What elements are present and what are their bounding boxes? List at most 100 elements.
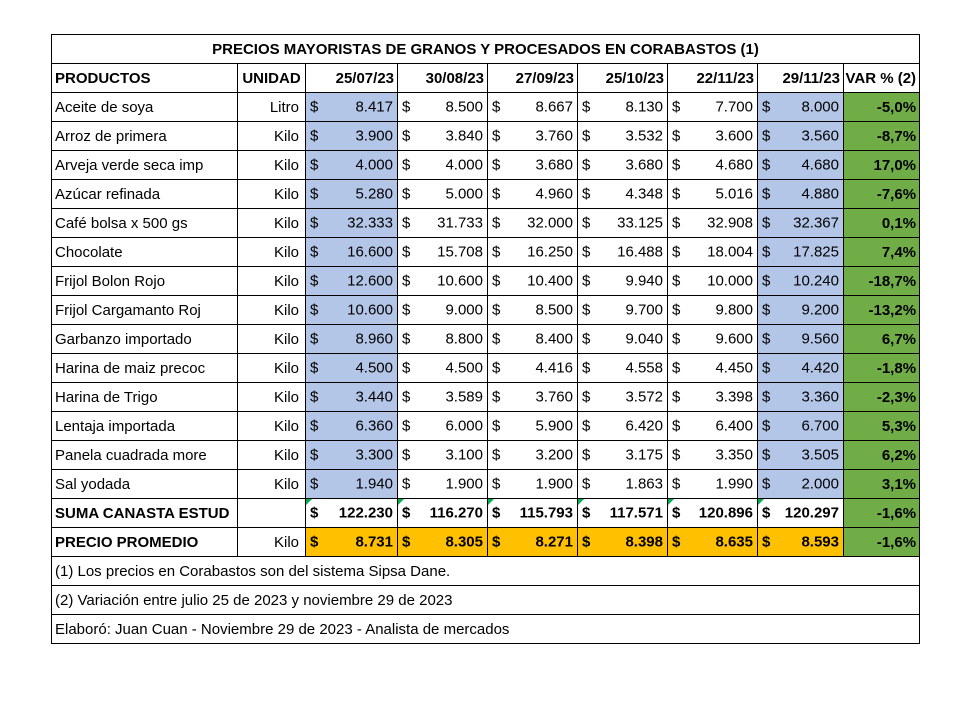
cell-marker-icon bbox=[398, 499, 404, 505]
price-value: 4.348 bbox=[625, 185, 663, 203]
table-row: Frijol Cargamanto Roj Kilo $10.600 $9.000 $8… bbox=[51, 295, 921, 325]
price-value: 3.200 bbox=[535, 446, 573, 464]
variation-cell: 5,3% bbox=[842, 411, 921, 441]
price-value: 4.416 bbox=[535, 359, 573, 377]
price-cell: $7.700 bbox=[667, 92, 758, 122]
price-value: 3.360 bbox=[801, 388, 839, 406]
price-cell: $1.900 bbox=[487, 469, 578, 499]
currency-symbol: $ bbox=[582, 272, 591, 290]
currency-symbol: $ bbox=[762, 388, 771, 406]
currency-symbol: $ bbox=[310, 504, 319, 522]
currency-symbol: $ bbox=[762, 475, 771, 493]
price-value: 8.000 bbox=[801, 98, 839, 116]
currency-symbol: $ bbox=[492, 185, 501, 203]
product-unit: Kilo bbox=[237, 382, 306, 412]
currency-symbol: $ bbox=[402, 359, 411, 377]
variation-cell: -13,2% bbox=[842, 295, 921, 325]
price-cell: $4.500 bbox=[305, 353, 398, 383]
currency-symbol: $ bbox=[310, 330, 319, 348]
price-cell: $3.900 bbox=[305, 121, 398, 151]
variation-cell: -8,7% bbox=[842, 121, 921, 151]
price-value: 1.900 bbox=[535, 475, 573, 493]
price-value: 1.900 bbox=[445, 475, 483, 493]
price-cell: $1.900 bbox=[397, 469, 488, 499]
table-row: Sal yodada Kilo $1.940 $1.900 $1.900 $1.863 $1… bbox=[51, 469, 921, 499]
currency-symbol: $ bbox=[672, 417, 681, 435]
price-cell: $4.420 bbox=[757, 353, 844, 383]
product-unit: Kilo bbox=[237, 440, 306, 470]
currency-symbol: $ bbox=[310, 301, 319, 319]
currency-symbol: $ bbox=[672, 533, 681, 551]
table-row: Harina de maiz precoc Kilo $4.500 $4.500 $4.… bbox=[51, 353, 921, 383]
header-date: 25/07/23 bbox=[305, 63, 398, 93]
table-row: Garbanzo importado Kilo $8.960 $8.800 $8.400… bbox=[51, 324, 921, 354]
currency-symbol: $ bbox=[582, 475, 591, 493]
price-value: 9.800 bbox=[715, 301, 753, 319]
price-cell: $3.840 bbox=[397, 121, 488, 151]
price-value: 4.000 bbox=[355, 156, 393, 174]
currency-symbol: $ bbox=[492, 98, 501, 116]
currency-symbol: $ bbox=[310, 417, 319, 435]
price-cell: $3.300 bbox=[305, 440, 398, 470]
currency-symbol: $ bbox=[402, 446, 411, 464]
variation-cell: -18,7% bbox=[842, 266, 921, 296]
price-cell: $120.297 bbox=[757, 498, 844, 528]
price-value: 8.500 bbox=[445, 98, 483, 116]
price-cell: $3.360 bbox=[757, 382, 844, 412]
price-cell: $3.200 bbox=[487, 440, 578, 470]
price-value: 1.940 bbox=[355, 475, 393, 493]
price-cell: $8.271 bbox=[487, 527, 578, 557]
price-cell: $4.500 bbox=[397, 353, 488, 383]
price-value: 3.300 bbox=[355, 446, 393, 464]
price-value: 8.398 bbox=[625, 533, 663, 551]
price-cell: $6.400 bbox=[667, 411, 758, 441]
price-value: 9.700 bbox=[625, 301, 663, 319]
price-cell: $10.600 bbox=[397, 266, 488, 296]
currency-symbol: $ bbox=[672, 214, 681, 232]
price-cell: $8.731 bbox=[305, 527, 398, 557]
header-date: 29/11/23 bbox=[757, 63, 844, 93]
price-value: 32.908 bbox=[707, 214, 753, 232]
price-value: 16.600 bbox=[347, 243, 393, 261]
price-value: 3.175 bbox=[625, 446, 663, 464]
price-value: 8.400 bbox=[535, 330, 573, 348]
price-cell: $4.000 bbox=[397, 150, 488, 180]
price-value: 3.840 bbox=[445, 127, 483, 145]
currency-symbol: $ bbox=[672, 330, 681, 348]
price-cell: $6.420 bbox=[577, 411, 668, 441]
currency-symbol: $ bbox=[492, 417, 501, 435]
currency-symbol: $ bbox=[310, 446, 319, 464]
currency-symbol: $ bbox=[492, 475, 501, 493]
header-row: PRODUCTOS UNIDAD 25/07/23 30/08/23 27/09… bbox=[51, 63, 921, 93]
currency-symbol: $ bbox=[492, 127, 501, 145]
currency-symbol: $ bbox=[762, 301, 771, 319]
price-value: 1.863 bbox=[625, 475, 663, 493]
price-value: 9.600 bbox=[715, 330, 753, 348]
price-cell: $116.270 bbox=[397, 498, 488, 528]
price-cell: $3.532 bbox=[577, 121, 668, 151]
currency-symbol: $ bbox=[762, 330, 771, 348]
price-cell: $4.680 bbox=[757, 150, 844, 180]
price-cell: $5.900 bbox=[487, 411, 578, 441]
price-cell: $8.500 bbox=[487, 295, 578, 325]
price-cell: $120.896 bbox=[667, 498, 758, 528]
currency-symbol: $ bbox=[492, 359, 501, 377]
price-cell: $3.350 bbox=[667, 440, 758, 470]
sum-unit bbox=[237, 498, 306, 528]
price-cell: $10.400 bbox=[487, 266, 578, 296]
price-cell: $4.880 bbox=[757, 179, 844, 209]
currency-symbol: $ bbox=[582, 156, 591, 174]
currency-symbol: $ bbox=[672, 156, 681, 174]
price-cell: $10.240 bbox=[757, 266, 844, 296]
product-name: Frijol Cargamanto Roj bbox=[51, 295, 238, 325]
price-cell: $5.000 bbox=[397, 179, 488, 209]
price-value: 3.680 bbox=[535, 156, 573, 174]
currency-symbol: $ bbox=[582, 359, 591, 377]
price-cell: $15.708 bbox=[397, 237, 488, 267]
price-value: 9.940 bbox=[625, 272, 663, 290]
currency-symbol: $ bbox=[402, 127, 411, 145]
price-cell: $3.505 bbox=[757, 440, 844, 470]
currency-symbol: $ bbox=[492, 446, 501, 464]
price-cell: $6.700 bbox=[757, 411, 844, 441]
currency-symbol: $ bbox=[762, 156, 771, 174]
